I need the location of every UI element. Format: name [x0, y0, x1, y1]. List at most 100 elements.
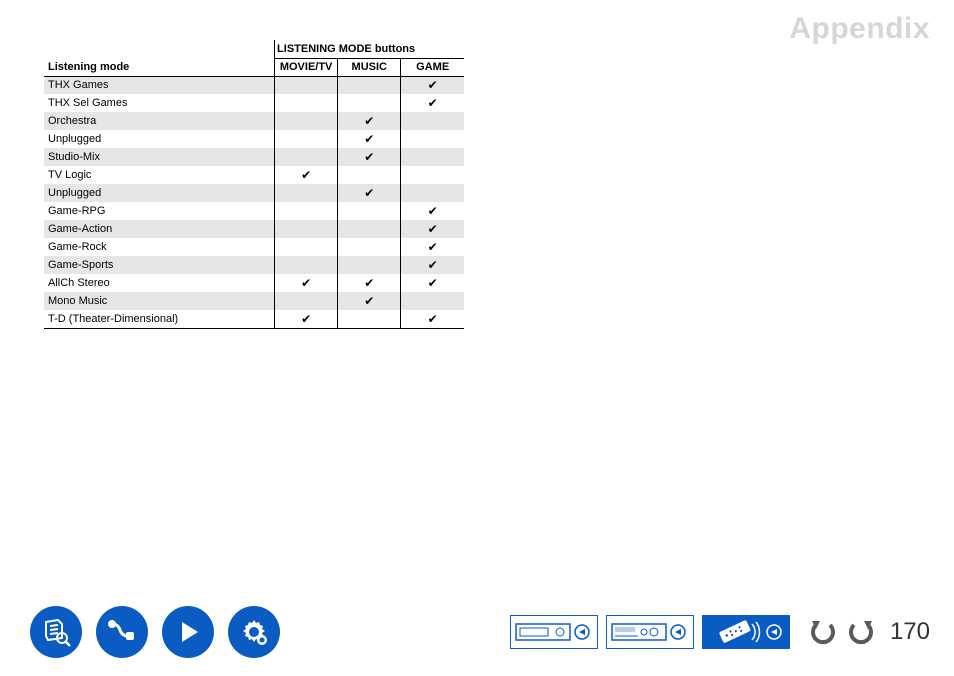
table-row: Unplugged ✔	[44, 184, 464, 202]
cell-mode: Game-Sports	[44, 256, 275, 274]
undo-arrow-icon[interactable]	[808, 617, 838, 647]
manual-button[interactable]	[30, 606, 82, 658]
cell-mode: THX Games	[44, 76, 275, 94]
header-mode: Listening mode	[44, 58, 275, 76]
cell-movie	[275, 292, 338, 310]
cell-movie	[275, 76, 338, 94]
cell-music	[338, 76, 401, 94]
cell-game	[401, 112, 464, 130]
cell-game: ✔	[401, 202, 464, 220]
cell-game	[401, 292, 464, 310]
footer-circle-group	[30, 606, 280, 658]
cell-mode: Mono Music	[44, 292, 275, 310]
cell-game	[401, 166, 464, 184]
cell-music	[338, 94, 401, 112]
table-header-row: Listening mode MOVIE/TV MUSIC GAME	[44, 58, 464, 76]
cell-mode: TV Logic	[44, 166, 275, 184]
table-row: Studio-Mix✔	[44, 148, 464, 166]
cell-music	[338, 256, 401, 274]
table-row: TV Logic✔	[44, 166, 464, 184]
cell-game: ✔	[401, 76, 464, 94]
cell-music: ✔	[338, 112, 401, 130]
cell-game: ✔	[401, 94, 464, 112]
table-row: Game-RPG ✔	[44, 202, 464, 220]
cell-mode: Studio-Mix	[44, 148, 275, 166]
cell-mode: Unplugged	[44, 130, 275, 148]
gear-icon	[238, 616, 270, 648]
cell-mode: Game-RPG	[44, 202, 275, 220]
cell-music	[338, 310, 401, 328]
cell-music	[338, 202, 401, 220]
cell-movie	[275, 112, 338, 130]
cell-movie	[275, 184, 338, 202]
listening-mode-table-wrap: LISTENING MODE buttons Listening mode MO…	[44, 40, 464, 329]
connections-button[interactable]	[96, 606, 148, 658]
cell-game: ✔	[401, 220, 464, 238]
cell-movie	[275, 256, 338, 274]
page-number: 170	[890, 618, 930, 646]
cell-music: ✔	[338, 274, 401, 292]
cell-music	[338, 238, 401, 256]
cell-movie: ✔	[275, 274, 338, 292]
cable-icon	[106, 616, 138, 648]
cell-mode: AllCh Stereo	[44, 274, 275, 292]
listening-mode-table: LISTENING MODE buttons Listening mode MO…	[44, 40, 464, 329]
cell-music: ✔	[338, 292, 401, 310]
cell-music: ✔	[338, 130, 401, 148]
device-front-simple-button[interactable]	[510, 615, 598, 649]
cell-movie	[275, 94, 338, 112]
cell-mode: THX Sel Games	[44, 94, 275, 112]
receiver-detail-icon	[610, 618, 690, 646]
cell-movie: ✔	[275, 310, 338, 328]
cell-game: ✔	[401, 256, 464, 274]
remote-button[interactable]	[702, 615, 790, 649]
cell-music	[338, 166, 401, 184]
device-front-detail-button[interactable]	[606, 615, 694, 649]
cell-movie	[275, 148, 338, 166]
cell-game: ✔	[401, 238, 464, 256]
footer-rect-group	[510, 615, 790, 649]
play-button[interactable]	[162, 606, 214, 658]
table-row: Game-Rock ✔	[44, 238, 464, 256]
remote-icon	[706, 618, 786, 646]
header-game: GAME	[401, 58, 464, 76]
footer: 170	[0, 602, 954, 662]
table-super-empty	[44, 40, 275, 58]
page-root: Appendix LISTENING MODE buttons Listenin…	[0, 0, 954, 676]
cell-game	[401, 184, 464, 202]
table-row: THX Games ✔	[44, 76, 464, 94]
table-row: T-D (Theater-Dimensional)✔✔	[44, 310, 464, 328]
table-body: THX Games✔THX Sel Games✔Orchestra✔Unplug…	[44, 76, 464, 328]
table-row: THX Sel Games ✔	[44, 94, 464, 112]
cell-movie: ✔	[275, 166, 338, 184]
appendix-heading: Appendix	[789, 12, 930, 46]
cell-music: ✔	[338, 184, 401, 202]
receiver-front-icon	[514, 618, 594, 646]
cell-movie	[275, 202, 338, 220]
table-super-header-row: LISTENING MODE buttons	[44, 40, 464, 58]
cell-music	[338, 220, 401, 238]
header-movie: MOVIE/TV	[275, 58, 338, 76]
cell-mode: T-D (Theater-Dimensional)	[44, 310, 275, 328]
header-music: MUSIC	[338, 58, 401, 76]
book-search-icon	[40, 616, 72, 648]
cell-mode: Game-Rock	[44, 238, 275, 256]
redo-arrow-icon[interactable]	[846, 617, 876, 647]
cell-mode: Unplugged	[44, 184, 275, 202]
cell-mode: Game-Action	[44, 220, 275, 238]
play-icon	[172, 616, 204, 648]
table-super-header: LISTENING MODE buttons	[275, 40, 464, 58]
table-row: Game-Sports ✔	[44, 256, 464, 274]
cell-game: ✔	[401, 310, 464, 328]
table-row: Mono Music ✔	[44, 292, 464, 310]
table-row: Unplugged ✔	[44, 130, 464, 148]
cell-movie	[275, 220, 338, 238]
settings-button[interactable]	[228, 606, 280, 658]
cell-movie	[275, 238, 338, 256]
cell-mode: Orchestra	[44, 112, 275, 130]
table-row: Orchestra ✔	[44, 112, 464, 130]
cell-game: ✔	[401, 274, 464, 292]
cell-game	[401, 130, 464, 148]
cell-game	[401, 148, 464, 166]
cell-movie	[275, 130, 338, 148]
